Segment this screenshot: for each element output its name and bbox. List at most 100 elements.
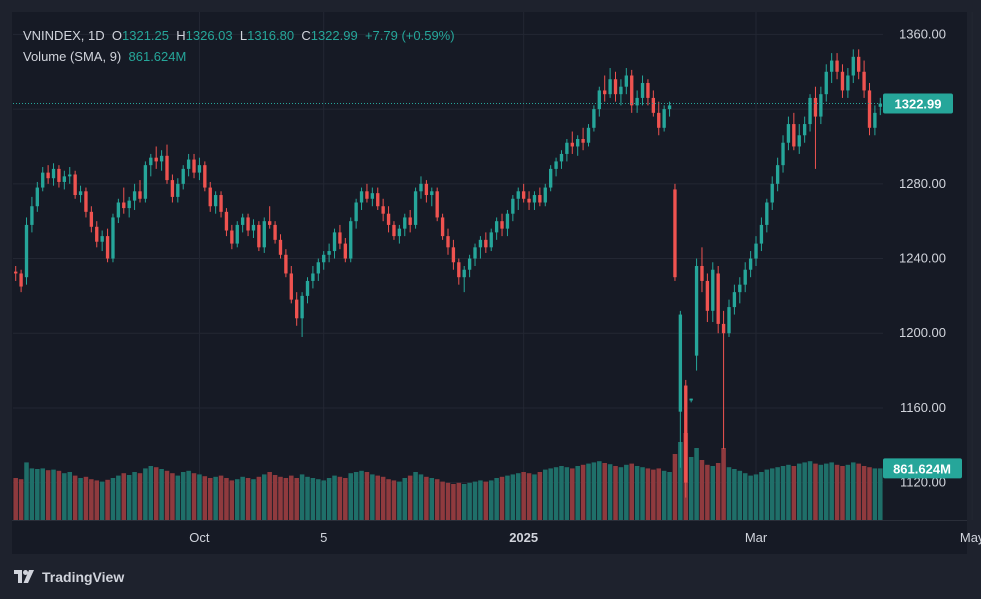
last-price-badge-bg	[883, 93, 953, 114]
volume-bar	[251, 479, 256, 520]
volume-bar	[386, 479, 391, 520]
volume-bar	[434, 479, 440, 520]
volume-bar	[202, 476, 208, 520]
volume-bar	[548, 468, 553, 520]
candle-body	[786, 124, 791, 143]
volume-bar	[213, 476, 218, 520]
candle-body	[430, 191, 434, 196]
volume-bar	[445, 482, 451, 520]
candle-body	[738, 284, 742, 293]
volume-bar	[586, 463, 591, 520]
candle-body	[673, 189, 677, 278]
volume-bar	[348, 473, 354, 520]
candle-body	[19, 273, 23, 287]
volume-bar	[564, 467, 570, 520]
candle-body	[446, 236, 450, 248]
candle-body	[138, 191, 142, 199]
candle-body	[559, 153, 564, 162]
candle-body	[662, 109, 666, 128]
candle-body	[462, 269, 466, 278]
candle-body	[14, 271, 18, 274]
time-axis-label: Oct	[189, 530, 210, 545]
candle-body	[305, 280, 310, 296]
price-axis-label: 1280.00	[899, 176, 946, 191]
volume-bar	[105, 479, 110, 520]
volume-bar	[40, 468, 45, 520]
volume-bar	[472, 481, 478, 520]
volume-bar	[721, 448, 726, 520]
high-label: H	[176, 28, 186, 43]
time-axis-label: May	[960, 530, 981, 545]
candle-body	[57, 168, 61, 182]
brand-name: TradingView	[42, 569, 125, 585]
candle-body	[246, 217, 250, 231]
candle-body	[219, 195, 223, 212]
volume-bar	[148, 466, 154, 520]
volume-bar	[191, 473, 197, 520]
volume-bar	[413, 472, 418, 520]
volume-bar	[13, 478, 18, 520]
open-label: O	[111, 28, 122, 43]
candle-body	[111, 217, 115, 259]
volume-bar	[18, 479, 24, 520]
volume-bar	[164, 470, 170, 520]
volume-bar	[559, 466, 564, 520]
volume-bar	[78, 478, 83, 520]
candle-body	[197, 165, 202, 173]
time-axis-label: 2025	[509, 530, 538, 545]
volume-bar	[56, 470, 62, 520]
candle-body	[754, 243, 758, 259]
candle-body	[565, 142, 569, 154]
tradingview-brand[interactable]: TradingView	[14, 569, 124, 585]
candle-body	[122, 202, 126, 209]
candle-body	[451, 247, 456, 263]
candle-body	[257, 224, 261, 248]
candle-body	[792, 124, 796, 147]
time-axis-label: Mar	[745, 530, 768, 545]
candle-body	[105, 236, 110, 259]
candle-body	[689, 398, 693, 401]
volume-bar	[305, 476, 310, 520]
volume-bar	[397, 481, 402, 520]
time-axis[interactable]: Oct52025MarMay9	[189, 530, 981, 545]
volume-bar	[180, 472, 186, 520]
volume-label[interactable]: Volume (SMA, 9)	[23, 49, 122, 64]
candle-body	[640, 82, 645, 98]
volume-bar	[796, 463, 802, 520]
price-axis-label: 1360.00	[899, 26, 946, 41]
volume-bar	[602, 463, 607, 520]
candle-body	[41, 172, 45, 188]
candle-body	[613, 79, 618, 95]
candle-body	[824, 71, 828, 95]
candle-body	[581, 139, 585, 143]
candle-body	[651, 97, 656, 113]
volume-bar	[678, 442, 683, 520]
candle-body	[262, 221, 266, 248]
candle-body	[149, 157, 153, 166]
candle-body	[743, 269, 747, 285]
volume-bar	[737, 470, 743, 520]
volume-bar	[499, 476, 505, 520]
symbol-label[interactable]: VNINDEX, 1D	[23, 28, 105, 43]
volume-bar	[256, 476, 262, 520]
volume-bar	[218, 475, 224, 520]
volume-bar	[440, 481, 445, 520]
volume-bar	[99, 481, 105, 520]
volume-bar	[672, 454, 678, 520]
candle-body	[624, 75, 628, 87]
volume-bar	[823, 463, 829, 520]
volume-bar	[310, 478, 316, 520]
volume-bar	[867, 467, 872, 520]
volume-bar	[759, 472, 764, 520]
volume-bar	[159, 469, 164, 520]
candle-body	[630, 75, 634, 106]
price-axis-label: 1240.00	[899, 251, 946, 266]
candle-body	[521, 191, 526, 199]
price-axis[interactable]: 1120.001160.001200.001240.001280.001360.…	[899, 26, 946, 489]
candle-body	[268, 221, 272, 225]
candle-body	[424, 183, 429, 196]
change-value: +7.79 (+0.59%)	[364, 28, 455, 43]
grid-lines	[12, 12, 973, 521]
candle-body	[170, 180, 175, 197]
